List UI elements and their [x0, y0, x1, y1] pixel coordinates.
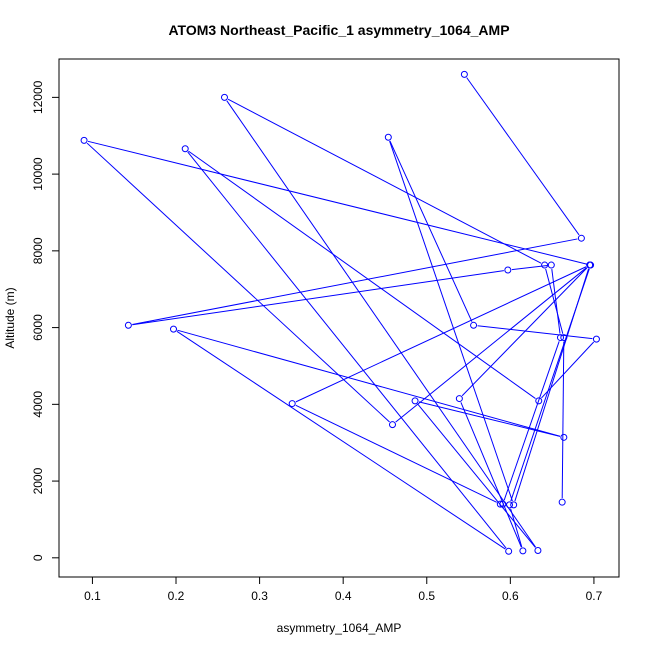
series-segment [227, 98, 542, 264]
data-point [288, 400, 296, 408]
data-point [556, 334, 564, 342]
series-segment [561, 341, 565, 499]
y-axis-label: Altitude (m) [3, 287, 17, 348]
data-point [455, 395, 463, 403]
series-segment [177, 329, 561, 437]
series-segment [295, 266, 587, 403]
y-tick-label: 10000 [31, 157, 45, 191]
x-tick-label: 0.3 [251, 589, 268, 603]
data-point [592, 335, 600, 343]
data-point [170, 325, 178, 333]
series-segment [514, 268, 590, 502]
series-segment [226, 100, 537, 548]
data-point [504, 266, 512, 274]
x-tick-label: 0.6 [502, 589, 519, 603]
series-segment [460, 402, 522, 548]
x-axis: 0.1 0.2 0.3 0.4 0.5 0.6 0.7 [84, 576, 603, 603]
x-tick-label: 0.7 [586, 589, 603, 603]
data-point [384, 133, 392, 141]
series-segment [461, 267, 588, 397]
data-point [388, 421, 396, 429]
data-point [506, 501, 514, 509]
x-axis-label: asymmetry_1064_AMP [277, 621, 402, 635]
series-segment [188, 150, 536, 399]
data-point [534, 547, 542, 555]
y-tick-label: 12000 [31, 80, 45, 114]
data-point [547, 261, 555, 269]
x-tick-label: 0.1 [84, 589, 101, 603]
series-segment [545, 268, 564, 334]
data-point [586, 261, 594, 269]
x-tick-label: 0.2 [168, 589, 185, 603]
data-point [558, 498, 566, 506]
y-tick-label: 2000 [31, 467, 45, 494]
series-segment [510, 508, 523, 548]
data-point [411, 397, 419, 405]
series-segment [395, 267, 587, 423]
data-point [470, 321, 478, 329]
series-segment [466, 77, 580, 236]
series-segment [418, 401, 561, 437]
y-tick-label: 0 [31, 554, 45, 561]
x-tick-label: 0.4 [335, 589, 352, 603]
y-tick-label: 8000 [31, 237, 45, 264]
series-points [80, 70, 600, 555]
series-segment [503, 341, 560, 501]
plot-frame [58, 58, 620, 578]
data-point [510, 501, 518, 509]
chart-title: ATOM3 Northeast_Pacific_1 asymmetry_1064… [168, 22, 509, 38]
series-segment [295, 404, 497, 503]
series-segment [132, 270, 504, 326]
y-tick-label: 4000 [31, 391, 45, 418]
series-segment [187, 151, 507, 549]
series-segment [477, 325, 593, 340]
data-point [460, 70, 468, 78]
data-point [505, 547, 513, 555]
series-lines [86, 77, 595, 550]
y-tick-label: 6000 [31, 314, 45, 341]
series-segment [541, 341, 595, 399]
series-segment [389, 140, 513, 502]
data-point [577, 234, 585, 242]
data-point [181, 145, 189, 153]
data-point [541, 261, 549, 269]
data-point [560, 433, 568, 441]
series-segment [176, 330, 506, 550]
data-point [499, 500, 507, 508]
series-segment [417, 403, 536, 548]
data-point [535, 397, 543, 405]
data-point [80, 136, 88, 144]
data-point [519, 547, 527, 555]
series-segment [132, 238, 578, 326]
series-segment [389, 140, 473, 322]
data-point [220, 93, 228, 101]
x-tick-label: 0.5 [418, 589, 435, 603]
series-segment [551, 268, 561, 334]
data-point [560, 334, 568, 342]
data-point [496, 500, 504, 508]
data-point [124, 321, 132, 329]
